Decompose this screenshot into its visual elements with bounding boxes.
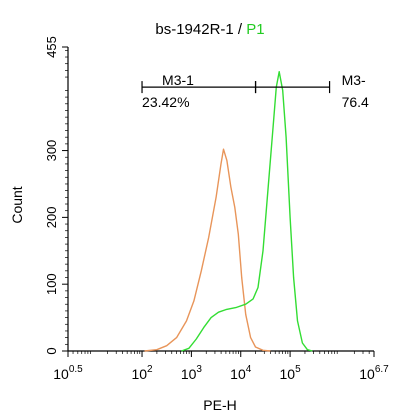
gate-label: M3- [342,72,366,88]
x-tick-label: 105 [280,364,302,382]
y-tick-label: 200 [44,207,59,229]
y-tick-label: 100 [44,273,59,295]
y-axis-label: Count [9,186,25,223]
y-tick-label: 0 [44,347,59,354]
gate-label: M3-1 [162,72,194,88]
x-axis-label: PE-H [203,397,236,413]
x-tick-label: 103 [181,364,203,382]
x-tick-label: 100.5 [53,364,83,382]
gate-percent: 23.42% [142,94,189,110]
series-1-line [144,148,271,352]
chart-title-highlight: P1 [246,21,264,38]
x-tick-label: 102 [131,364,153,382]
chart-title-main: bs-1942R-1 / [155,21,246,38]
x-tick-label: 106.7 [359,364,389,382]
plot-area: 0 100 200 300 455 100.5 102 103 104 105 106.7 M3-1 2… [44,36,389,382]
y-tick-label: 300 [44,140,59,162]
chart-title: bs-1942R-1 / P1 [155,21,264,38]
series-2-line [181,71,313,352]
y-tick-label: 455 [44,36,59,58]
x-tick-label: 104 [230,364,252,382]
gate-percent: 76.4 [342,94,369,110]
